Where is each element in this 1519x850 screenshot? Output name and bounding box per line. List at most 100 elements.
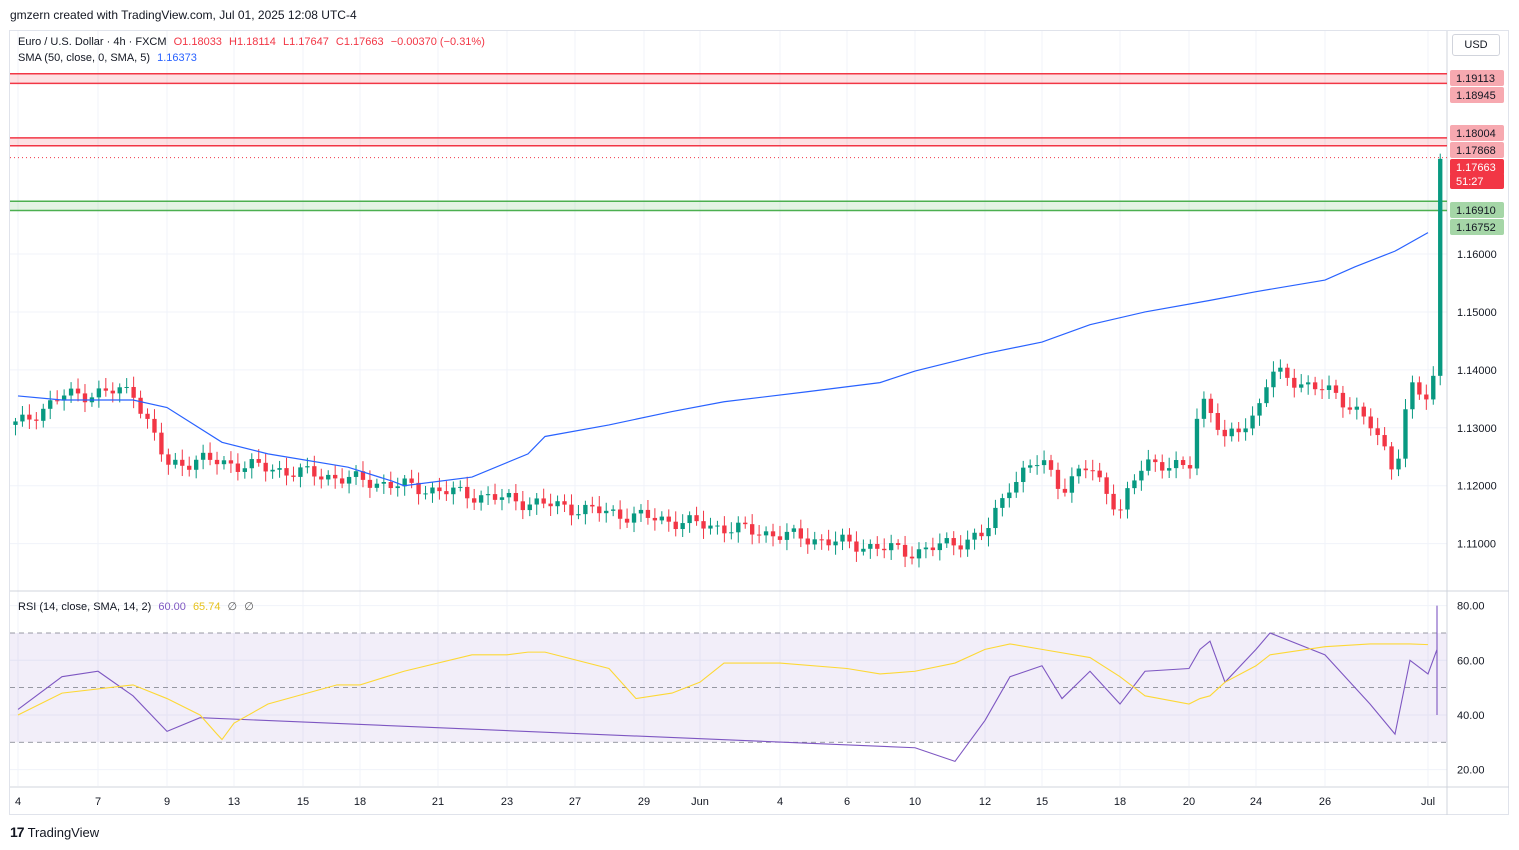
candle-body — [791, 528, 797, 532]
candle-body — [103, 388, 108, 391]
candle-body — [861, 548, 866, 552]
candle-body — [472, 498, 477, 503]
legend-close: C1.17663 — [335, 36, 384, 48]
candle-body — [1118, 509, 1123, 511]
rsi-ma-line[interactable] — [17, 643, 1429, 741]
candle-body — [437, 487, 442, 492]
candle-body — [1028, 465, 1033, 468]
candle-body — [214, 459, 220, 465]
candle-body — [152, 418, 157, 433]
price-label-bg — [1450, 125, 1504, 141]
currency-button[interactable]: USD — [1452, 34, 1500, 56]
resistance-zone[interactable] — [10, 73, 1447, 84]
price-label-bg — [1450, 70, 1504, 86]
candle-body — [458, 486, 463, 488]
candle-body — [423, 493, 428, 495]
candle-body — [666, 516, 671, 522]
candle-body — [291, 475, 296, 477]
time-tick-label: 4 — [777, 796, 783, 808]
candle-body — [972, 532, 977, 540]
candle-body — [1041, 460, 1047, 466]
candle-body — [624, 518, 630, 523]
candle-body — [1014, 481, 1019, 493]
rsi-band — [10, 632, 1447, 743]
candle-body — [1319, 389, 1325, 391]
rsi-ma-value: 65.74 — [192, 601, 221, 613]
time-tick-label: 13 — [228, 796, 240, 808]
sma-line[interactable] — [17, 232, 1429, 487]
candle-body — [798, 528, 803, 539]
price-label-bg — [1450, 219, 1504, 235]
candle-body — [1396, 458, 1401, 470]
candle-body — [826, 539, 831, 546]
footer-brand-label: TradingView — [27, 824, 100, 840]
candle-body — [993, 507, 998, 529]
candle-body — [20, 414, 25, 422]
rsi-value: 60.00 — [158, 601, 186, 613]
candle-body — [534, 498, 539, 505]
candle-body — [1326, 385, 1332, 390]
time-tick-label: 29 — [638, 796, 650, 808]
candle-body — [729, 532, 734, 534]
candle-body — [1236, 428, 1241, 433]
candle-body — [1347, 407, 1353, 410]
candle-body — [1354, 406, 1359, 410]
candle-body — [430, 487, 435, 494]
candle-body — [1382, 435, 1387, 447]
resistance-zone[interactable] — [10, 137, 1447, 146]
candle-body — [1069, 476, 1075, 493]
candle-body — [68, 388, 74, 396]
candle-body — [485, 494, 491, 496]
candle-body — [1403, 409, 1408, 459]
candle-body — [562, 501, 567, 505]
candle-body — [812, 539, 817, 545]
candle-body — [249, 459, 254, 469]
time-tick-label: 15 — [297, 796, 309, 808]
candle-body — [958, 545, 963, 550]
candle-body — [1097, 470, 1102, 478]
candle-body — [187, 465, 192, 470]
time-tick-label: Jun — [691, 796, 709, 808]
price-tick-label: 1.16000 — [1457, 249, 1497, 261]
candle-body — [833, 541, 838, 546]
candle-body — [1299, 384, 1304, 388]
candle-body — [388, 482, 393, 489]
candle-body — [694, 515, 699, 522]
rsi-line[interactable] — [17, 605, 1438, 763]
candle-body — [180, 459, 185, 466]
candle-body — [659, 516, 664, 521]
candle-body — [319, 476, 324, 480]
candle-body — [895, 543, 901, 545]
time-tick-label: 24 — [1250, 796, 1262, 808]
candle-body — [207, 452, 213, 460]
candle-body — [96, 388, 102, 398]
candle-body — [131, 386, 136, 398]
candle-body — [1438, 158, 1443, 376]
footer-brand[interactable]: 17 TradingView — [10, 824, 99, 840]
candle-body — [416, 482, 421, 495]
candle-body — [27, 414, 32, 420]
candle-body — [527, 504, 532, 511]
rsi-tick-label: 40.00 — [1457, 710, 1485, 722]
candle-body — [374, 483, 380, 488]
candle-body — [1368, 416, 1373, 429]
candle-body — [819, 539, 824, 541]
attribution: gmzern created with TradingView.com, Jul… — [10, 8, 357, 22]
rsi-extra2: ∅ — [244, 601, 254, 613]
candle-body — [381, 482, 386, 484]
support-zone[interactable] — [10, 201, 1447, 211]
price-label-countdown: 51:27 — [1456, 176, 1484, 188]
candle-body — [506, 492, 512, 498]
chart-frame — [9, 30, 1509, 815]
candle-body — [1271, 371, 1276, 388]
candle-body — [673, 521, 678, 530]
candle-body — [478, 495, 484, 503]
grid — [10, 31, 1447, 786]
candle-body — [465, 486, 470, 499]
candle-body — [1076, 468, 1081, 477]
candle-body — [909, 556, 915, 559]
candle-body — [645, 509, 651, 518]
candle-body — [1257, 403, 1262, 416]
legend-low: L1.17647 — [282, 36, 329, 48]
